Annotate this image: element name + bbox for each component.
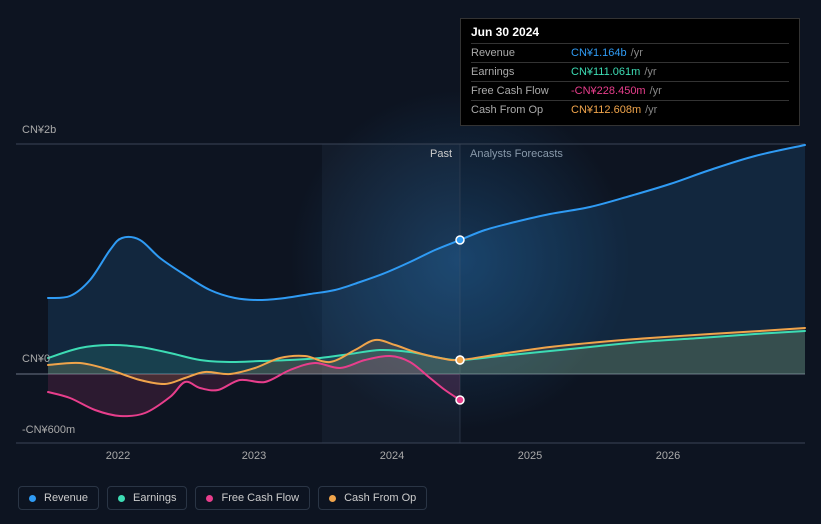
tooltip-row-value: -CN¥228.450m [571, 85, 646, 97]
legend-dot-icon [29, 495, 36, 502]
legend-item-earnings[interactable]: Earnings [107, 486, 187, 510]
x-tick-label: 2026 [656, 450, 680, 462]
forecasts-label: Analysts Forecasts [470, 148, 563, 160]
financials-chart: CN¥2b CN¥0 -CN¥600m 2022 2023 2024 2025 … [0, 0, 821, 524]
legend-dot-icon [329, 495, 336, 502]
tooltip-row: Free Cash Flow -CN¥228.450m /yr [471, 81, 789, 100]
tooltip-row: Earnings CN¥111.061m /yr [471, 62, 789, 81]
tooltip-row-label: Free Cash Flow [471, 85, 571, 97]
tooltip-row-unit: /yr [644, 66, 656, 78]
tooltip-row-unit: /yr [631, 47, 643, 59]
y-tick-label: -CN¥600m [22, 424, 75, 436]
tooltip-row-label: Revenue [471, 47, 571, 59]
legend-dot-icon [118, 495, 125, 502]
past-label: Past [430, 148, 452, 160]
tooltip-row: Revenue CN¥1.164b /yr [471, 43, 789, 62]
tooltip-row: Cash From Op CN¥112.608m /yr [471, 100, 789, 119]
legend-item-cfo[interactable]: Cash From Op [318, 486, 427, 510]
x-tick-label: 2024 [380, 450, 404, 462]
tooltip-row-unit: /yr [650, 85, 662, 97]
legend: Revenue Earnings Free Cash Flow Cash Fro… [18, 486, 427, 510]
chart-tooltip: Jun 30 2024 Revenue CN¥1.164b /yr Earnin… [460, 18, 800, 126]
tooltip-row-unit: /yr [645, 104, 657, 116]
legend-item-label: Earnings [133, 492, 176, 504]
tooltip-row-label: Earnings [471, 66, 571, 78]
legend-item-revenue[interactable]: Revenue [18, 486, 99, 510]
x-tick-label: 2022 [106, 450, 130, 462]
tooltip-title: Jun 30 2024 [471, 25, 789, 43]
tooltip-row-label: Cash From Op [471, 104, 571, 116]
y-tick-label: CN¥2b [22, 124, 56, 136]
tooltip-row-value: CN¥112.608m [571, 104, 641, 116]
x-tick-label: 2023 [242, 450, 266, 462]
legend-dot-icon [206, 495, 213, 502]
x-tick-label: 2025 [518, 450, 542, 462]
tooltip-row-value: CN¥1.164b [571, 47, 627, 59]
legend-item-label: Cash From Op [344, 492, 416, 504]
legend-item-label: Revenue [44, 492, 88, 504]
y-tick-label: CN¥0 [22, 353, 50, 365]
legend-item-fcf[interactable]: Free Cash Flow [195, 486, 310, 510]
legend-item-label: Free Cash Flow [221, 492, 299, 504]
tooltip-row-value: CN¥111.061m [571, 66, 640, 78]
